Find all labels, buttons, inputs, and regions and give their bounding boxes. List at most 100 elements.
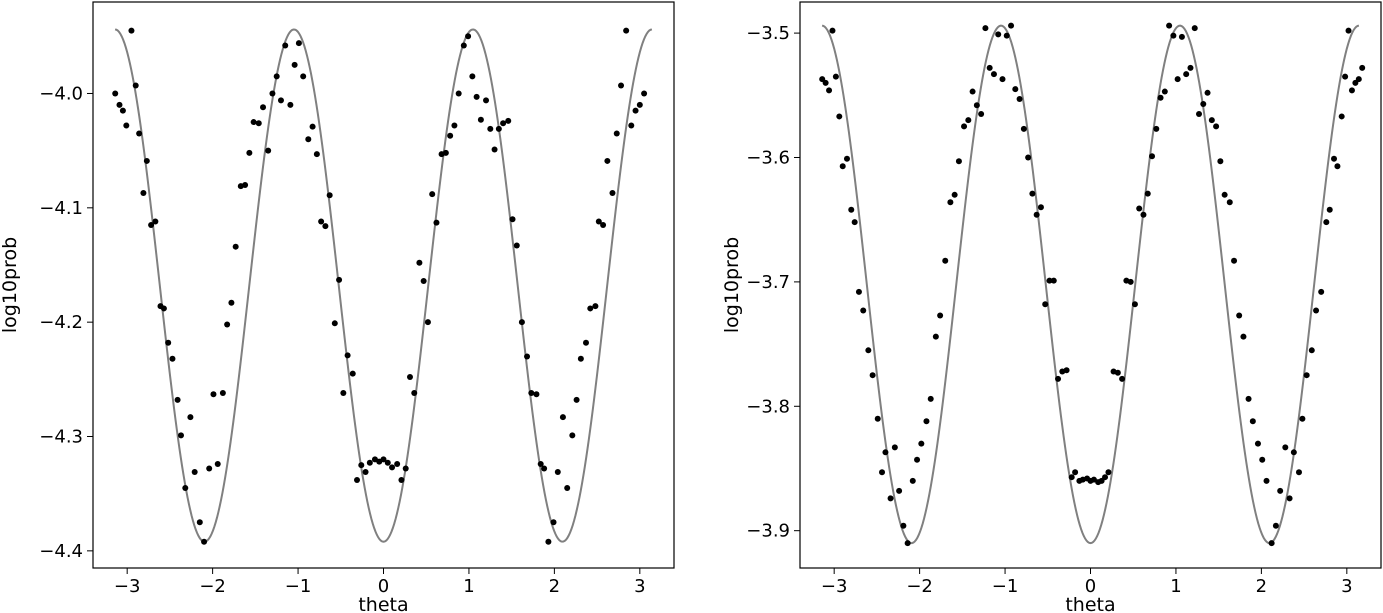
data-point xyxy=(201,538,208,545)
y-tick-label: −3.9 xyxy=(746,521,790,542)
data-point xyxy=(1338,113,1345,120)
data-point xyxy=(545,538,552,545)
y-tick-label: −3.8 xyxy=(746,396,790,417)
data-point xyxy=(483,97,490,104)
data-point xyxy=(569,432,576,439)
data-point xyxy=(349,370,356,377)
data-point xyxy=(1191,25,1198,32)
data-point xyxy=(1068,474,1075,481)
data-point xyxy=(260,104,267,111)
data-point xyxy=(451,122,458,129)
data-point xyxy=(1295,469,1302,476)
y-axis-label: log10prob xyxy=(721,237,743,333)
chart-panel-2: −3 −2 −1 0 1 2 3 −3.9 −3.8 −3.7 −3.6 −3.5 theta log10… xyxy=(721,1,1382,613)
data-point xyxy=(990,71,997,78)
data-point xyxy=(416,259,423,266)
data-point xyxy=(839,163,846,170)
data-point xyxy=(358,462,365,469)
data-point xyxy=(595,218,602,225)
data-point xyxy=(524,353,531,360)
data-point xyxy=(554,468,561,475)
data-point xyxy=(1290,449,1297,456)
data-point xyxy=(287,101,294,108)
data-point xyxy=(455,90,462,97)
data-point xyxy=(896,487,903,494)
data-point xyxy=(982,25,989,32)
data-point xyxy=(411,390,418,397)
data-point xyxy=(1348,87,1355,94)
data-point xyxy=(255,120,262,127)
data-point xyxy=(1114,369,1121,376)
data-point xyxy=(491,146,498,153)
data-point xyxy=(210,391,217,398)
model-curve xyxy=(114,28,653,543)
data-point xyxy=(487,125,494,132)
data-point xyxy=(1213,123,1220,130)
data-point xyxy=(277,97,284,104)
x-tick-label: 2 xyxy=(549,576,560,597)
data-point xyxy=(848,206,855,213)
data-point xyxy=(969,88,976,95)
x-tick-label: 3 xyxy=(1341,576,1352,597)
data-point xyxy=(1170,32,1177,39)
data-point xyxy=(513,242,520,249)
data-point xyxy=(1033,211,1040,218)
y-tick-label: −4.0 xyxy=(39,83,83,104)
data-point xyxy=(1345,27,1352,34)
x-tick-label: −2 xyxy=(906,576,933,597)
x-tick-label: 1 xyxy=(463,576,474,597)
data-point xyxy=(1149,153,1156,160)
x-tick-label: −2 xyxy=(199,576,226,597)
data-point xyxy=(1245,395,1252,402)
data-point xyxy=(250,119,257,126)
data-point xyxy=(1277,487,1284,494)
data-point xyxy=(978,110,985,117)
data-point xyxy=(495,125,502,132)
data-point xyxy=(473,93,480,100)
data-point xyxy=(429,191,436,198)
data-point xyxy=(1323,219,1330,226)
data-point xyxy=(843,155,850,162)
data-point xyxy=(937,312,944,319)
data-point xyxy=(1063,367,1070,374)
data-point xyxy=(228,299,235,306)
data-point xyxy=(879,469,886,476)
data-point xyxy=(326,192,333,199)
data-point xyxy=(1254,440,1261,447)
data-point xyxy=(882,449,889,456)
data-point xyxy=(636,101,643,108)
data-point xyxy=(592,303,599,310)
x-axis-label: theta xyxy=(358,594,408,613)
data-point xyxy=(187,414,194,421)
data-point xyxy=(518,319,525,326)
data-point xyxy=(869,372,876,379)
plot-frame xyxy=(92,1,675,569)
data-point xyxy=(178,432,184,439)
data-point xyxy=(1326,206,1333,213)
y-tick-label: −4.1 xyxy=(39,198,83,219)
data-point xyxy=(424,319,431,326)
data-point xyxy=(1268,540,1275,547)
data-point xyxy=(214,460,221,467)
data-point xyxy=(1042,301,1049,308)
y-tick-label: −3.5 xyxy=(746,23,790,44)
y-tick-label: −3.7 xyxy=(746,272,790,293)
data-point xyxy=(1037,204,1044,211)
data-point xyxy=(822,79,829,86)
data-point xyxy=(632,107,639,114)
data-point xyxy=(136,130,143,137)
data-point xyxy=(1196,110,1203,117)
data-point xyxy=(947,199,954,206)
data-point xyxy=(995,31,1002,38)
data-point xyxy=(469,73,476,80)
data-point xyxy=(613,130,620,137)
data-point xyxy=(909,477,916,484)
data-point xyxy=(900,522,907,529)
data-point xyxy=(1208,117,1215,124)
data-point xyxy=(1308,347,1315,354)
data-point xyxy=(1303,372,1310,379)
data-point xyxy=(269,90,276,97)
data-point xyxy=(955,158,962,165)
x-tick-label: 1 xyxy=(1170,576,1181,597)
x-tick-label: −3 xyxy=(821,576,848,597)
